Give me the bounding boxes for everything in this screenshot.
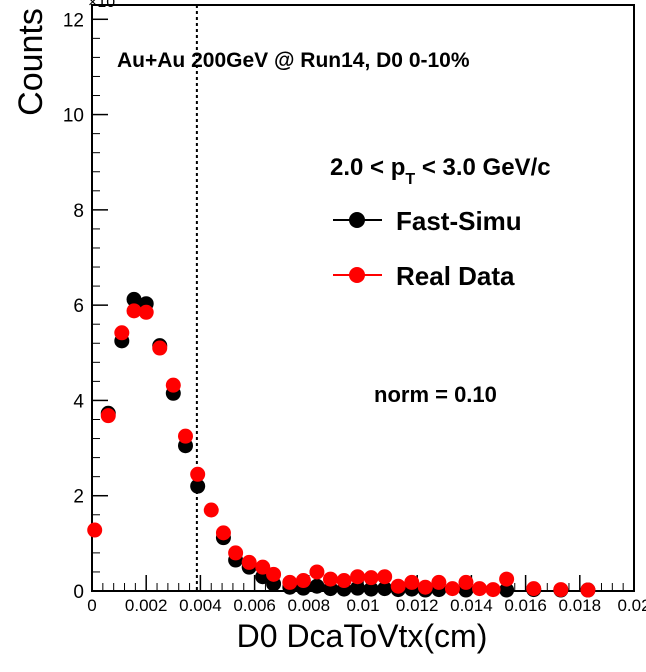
y-tick-label: 12	[63, 10, 84, 31]
y-axis-ticks: 0 2 4 6 8 10 12	[63, 10, 108, 603]
legend-marker-fast-simu	[349, 212, 365, 228]
point-real-data	[203, 502, 219, 518]
y-tick-label: 10	[63, 106, 84, 127]
point-fast-simu	[309, 578, 325, 594]
pt-range-pre: 2.0 < p	[330, 154, 405, 181]
point-real-data	[336, 573, 352, 589]
x-tick-label: 0.002	[125, 596, 168, 615]
x-tick-label: 0.016	[504, 596, 547, 615]
point-real-data	[526, 581, 542, 597]
y-tick-label: 4	[73, 391, 84, 412]
point-real-data	[458, 574, 474, 590]
y-tick-label: 8	[73, 201, 84, 222]
chart-title: Au+Au 200GeV @ Run14, D0 0-10%	[117, 49, 470, 72]
point-fast-simu	[126, 291, 142, 307]
pt-range-label: 2.0 < pT < 3.0 GeV/c	[330, 154, 551, 188]
point-real-data	[228, 545, 244, 561]
point-real-data	[485, 582, 501, 598]
x-tick-label: 0.014	[450, 596, 493, 615]
point-real-data	[580, 582, 596, 598]
x-tick-label: 0.012	[396, 596, 439, 615]
x-axis-ticks: 0 0.002 0.004 0.006 0.008 0.01 0.012 0.014 0.016…	[87, 575, 646, 615]
point-real-data	[165, 377, 181, 393]
y-tick-label: 0	[73, 582, 84, 603]
y-tick-label: 6	[73, 296, 84, 317]
y-axis-exponent: ×10	[88, 0, 115, 11]
point-real-data	[282, 574, 298, 590]
x-tick-label: 0.008	[288, 596, 331, 615]
point-real-data	[138, 304, 154, 320]
point-fast-simu	[363, 581, 379, 597]
point-real-data	[190, 466, 206, 482]
point-real-data	[350, 569, 366, 585]
point-real-data	[215, 525, 231, 541]
legend-label-fast-simu: Fast-Simu	[396, 206, 522, 236]
plot-frame	[91, 4, 635, 592]
point-real-data	[100, 408, 116, 424]
y-tick-label: 2	[73, 487, 84, 508]
point-real-data	[255, 559, 271, 575]
point-real-data	[126, 303, 142, 319]
x-tick-label: 0.01	[346, 596, 379, 615]
point-fast-simu	[350, 580, 366, 596]
point-fast-simu	[377, 581, 393, 597]
x-axis-label: D0 DcaToVtx(cm)	[237, 618, 488, 654]
point-real-data	[417, 579, 433, 595]
pt-range-sub: T	[405, 171, 415, 188]
point-real-data	[177, 428, 193, 444]
point-fast-simu	[190, 478, 206, 494]
point-fast-simu	[499, 582, 515, 598]
point-real-data	[152, 340, 168, 356]
legend: Fast-Simu Real Data	[333, 206, 522, 291]
point-real-data	[431, 574, 447, 590]
point-real-data	[553, 582, 569, 598]
pt-range-post: < 3.0 GeV/c	[415, 154, 550, 181]
point-real-data	[499, 571, 515, 587]
point-real-data	[444, 581, 460, 597]
point-real-data	[472, 581, 488, 597]
point-real-data	[377, 569, 393, 585]
x-tick-label: 0.018	[559, 596, 602, 615]
x-tick-label: 0.02	[617, 596, 646, 615]
point-real-data	[266, 566, 282, 582]
point-real-data	[295, 573, 311, 589]
x-tick-label: 0.004	[179, 596, 222, 615]
data-points	[87, 291, 596, 598]
y-axis-label: Counts	[12, 8, 50, 116]
norm-label: norm = 0.10	[374, 382, 497, 407]
point-real-data	[404, 574, 420, 590]
point-real-data	[87, 522, 103, 538]
legend-label-real-data: Real Data	[396, 261, 515, 291]
point-real-data	[309, 564, 325, 580]
point-real-data	[322, 571, 338, 587]
x-tick-label: 0	[87, 596, 96, 615]
point-real-data	[363, 570, 379, 586]
point-real-data	[241, 554, 257, 570]
point-real-data	[114, 325, 130, 341]
legend-marker-real-data	[349, 267, 365, 283]
x-tick-label: 0.006	[233, 596, 276, 615]
point-real-data	[390, 578, 406, 594]
